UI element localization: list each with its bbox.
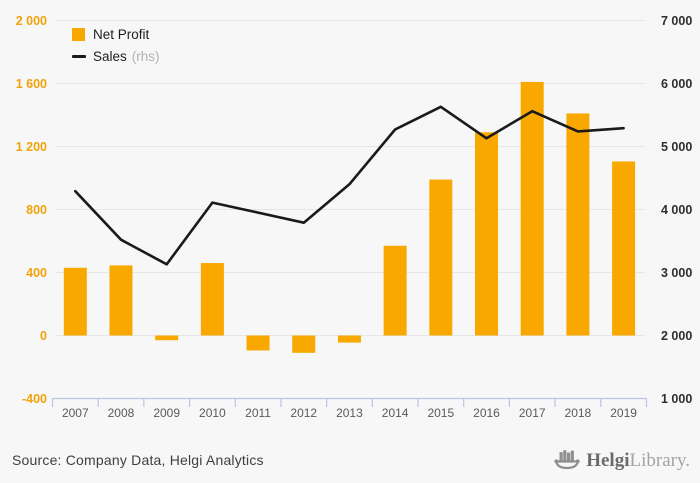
chart-legend: Net Profit Sales (rhs) (72, 27, 160, 71)
x-axis-year-label: 2010 (199, 406, 226, 420)
x-axis-year-label: 2014 (382, 406, 409, 420)
legend-suffix-rhs: (rhs) (131, 48, 160, 64)
bar-2011 (246, 335, 270, 351)
bar-2015 (429, 179, 453, 336)
x-axis-year-label: 2008 (108, 406, 135, 420)
right-axis-label: 4 000 (661, 203, 692, 217)
bar-2016 (475, 132, 499, 336)
x-axis-year-label: 2007 (62, 406, 89, 420)
bar-2014 (383, 245, 407, 336)
right-axis-label: 7 000 (661, 14, 692, 28)
x-axis-year-label: 2009 (153, 406, 180, 420)
bar-2013 (337, 335, 361, 343)
right-axis-label: 6 000 (661, 77, 692, 91)
sales-line-swatch-icon (72, 54, 86, 58)
source-text: Source: Company Data, Helgi Analytics (12, 452, 264, 468)
chart-footer: Source: Company Data, Helgi Analytics He… (0, 444, 700, 476)
left-axis-label: 400 (26, 266, 47, 280)
viking-ship-icon (554, 449, 580, 469)
legend-item-net-profit: Net Profit (72, 26, 160, 42)
left-axis-label: 1 200 (16, 140, 47, 154)
x-axis-year-label: 2011 (245, 406, 271, 420)
right-axis-label: 2 000 (661, 329, 692, 343)
left-axis-label: 2 000 (16, 14, 47, 28)
bar-2017 (520, 81, 544, 336)
logo-text: HelgiLibrary. (586, 451, 690, 470)
helgi-library-logo[interactable]: HelgiLibrary. (553, 448, 690, 473)
x-axis-year-label: 2019 (610, 406, 637, 420)
bar-2009 (155, 335, 179, 341)
net-profit-swatch-icon (72, 27, 85, 41)
bar-2007 (63, 267, 87, 336)
left-axis-label: 800 (26, 203, 47, 217)
right-axis-label: 1 000 (661, 392, 692, 406)
logo-text-light: Library. (629, 449, 691, 471)
bar-2018 (566, 113, 590, 336)
left-axis-label: 1 600 (16, 77, 47, 91)
x-axis-year-label: 2012 (290, 406, 317, 420)
right-axis-label: 3 000 (661, 266, 692, 280)
x-axis-year-label: 2015 (427, 406, 454, 420)
net-profit-sales-chart: 2 000 1 600 1 200 800 400 0 -400 7 000 6 000 5 00… (16, 14, 693, 420)
left-axis-label: -400 (22, 392, 47, 406)
x-axis-year-label: 2013 (336, 406, 363, 420)
x-axis-year-label: 2017 (519, 406, 546, 420)
legend-label-sales: Sales (93, 48, 127, 64)
x-axis-year-label: 2016 (473, 406, 500, 420)
bar-2010 (200, 263, 224, 336)
left-axis-label: 0 (40, 329, 47, 343)
legend-label-net-profit: Net Profit (93, 26, 150, 42)
bar-2019 (612, 161, 636, 336)
bar-2012 (292, 335, 316, 353)
sales-line (74, 105, 625, 266)
legend-item-sales: Sales (rhs) (72, 48, 160, 64)
x-axis-year-label: 2018 (565, 406, 592, 420)
bar-2008 (109, 265, 133, 336)
logo-text-bold: Helgi (586, 449, 630, 471)
right-axis-label: 5 000 (661, 140, 692, 154)
